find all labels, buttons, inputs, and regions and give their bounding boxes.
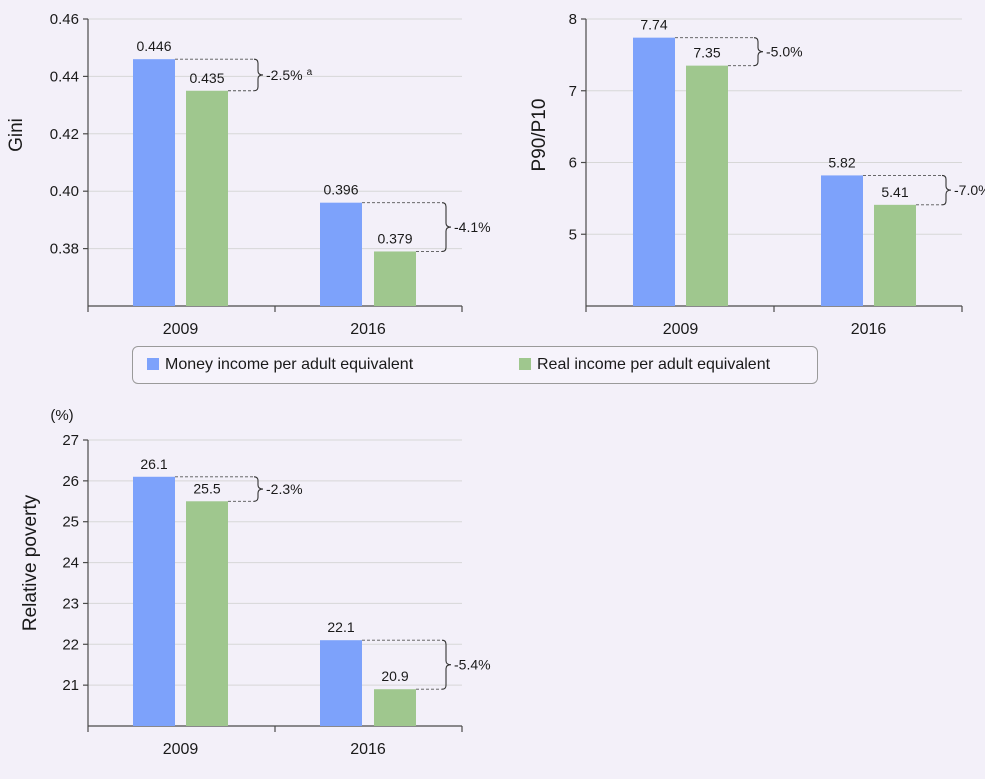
x-category-label: 2016 (851, 321, 887, 338)
y-tick-label: 0.42 (50, 126, 79, 143)
bar-real (374, 689, 416, 726)
change-annotation: -4.1% (454, 219, 491, 235)
y-tick-label: 6 (569, 155, 577, 172)
x-category-label: 2009 (163, 321, 199, 338)
change-bracket (253, 476, 264, 502)
y-tick-label: 5 (569, 226, 577, 243)
value-label-real: 0.379 (377, 230, 412, 246)
change-bracket (441, 639, 452, 690)
y-tick-label: 26 (62, 473, 79, 490)
change-bracket (253, 58, 264, 92)
value-label-real: 25.5 (193, 480, 220, 496)
y-tick-label: 23 (62, 595, 79, 612)
change-bracket (753, 37, 764, 67)
x-category-label: 2009 (163, 741, 199, 758)
value-label-real: 0.435 (189, 70, 224, 86)
bar-real (874, 204, 916, 306)
change-annotation: -2.5% a (266, 67, 313, 83)
bar-real (686, 65, 728, 306)
bar-real (186, 501, 228, 726)
y-tick-label: 24 (62, 555, 79, 572)
annotation-superscript: a (307, 67, 313, 78)
value-label-money: 7.74 (640, 17, 667, 33)
value-label-money: 22.1 (327, 619, 354, 635)
y-tick-label: 22 (62, 636, 79, 653)
x-category-label: 2016 (350, 741, 386, 758)
y-tick-label: 0.44 (50, 68, 79, 85)
legend: Money income per adult equivalent Real i… (132, 346, 818, 384)
bar-money (821, 175, 863, 306)
y-axis-title: P90/P10 (529, 99, 550, 172)
bar-money (320, 202, 362, 306)
legend-swatch-money (147, 358, 159, 370)
change-annotation: -2.3% (266, 481, 303, 497)
change-bracket (941, 174, 952, 206)
x-category-label: 2009 (663, 321, 699, 338)
y-tick-label: 0.46 (50, 11, 79, 28)
change-bracket (441, 202, 452, 253)
x-category-label: 2016 (350, 321, 386, 338)
change-annotation: -5.0% (766, 44, 803, 60)
bar-money (133, 476, 175, 726)
y-tick-label: 21 (62, 677, 79, 694)
y-tick-label: 25 (62, 514, 79, 531)
y-tick-label: 27 (62, 432, 79, 449)
bar-money (320, 640, 362, 726)
y-tick-label: 0.40 (50, 183, 79, 200)
legend-swatch-real (519, 358, 531, 370)
bar-money (133, 59, 175, 307)
y-axis-title: Gini (6, 118, 27, 152)
legend-item-money: Money income per adult equivalent (147, 356, 413, 374)
y-axis-title: Relative poverty (20, 494, 41, 631)
value-label-money: 0.396 (323, 182, 358, 198)
change-annotation: -5.4% (454, 657, 491, 673)
bar-money (633, 37, 675, 306)
value-label-real: 20.9 (381, 668, 408, 684)
bar-real (374, 251, 416, 306)
y-tick-label: 7 (569, 83, 577, 100)
value-label-money: 5.82 (828, 154, 855, 170)
legend-label-real: Real income per adult equivalent (537, 356, 771, 373)
value-label-money: 26.1 (140, 456, 167, 472)
legend-label-money: Money income per adult equivalent (165, 356, 414, 373)
y-tick-label: 0.38 (50, 241, 79, 258)
change-annotation: -7.0% (954, 182, 985, 198)
y-axis-unit-label: (%) (50, 407, 73, 424)
value-label-real: 5.41 (881, 184, 908, 200)
legend-item-real: Real income per adult equivalent (519, 356, 770, 374)
bar-real (186, 90, 228, 306)
value-label-money: 0.446 (136, 38, 171, 54)
y-tick-label: 8 (569, 11, 577, 28)
value-label-real: 7.35 (693, 45, 720, 61)
